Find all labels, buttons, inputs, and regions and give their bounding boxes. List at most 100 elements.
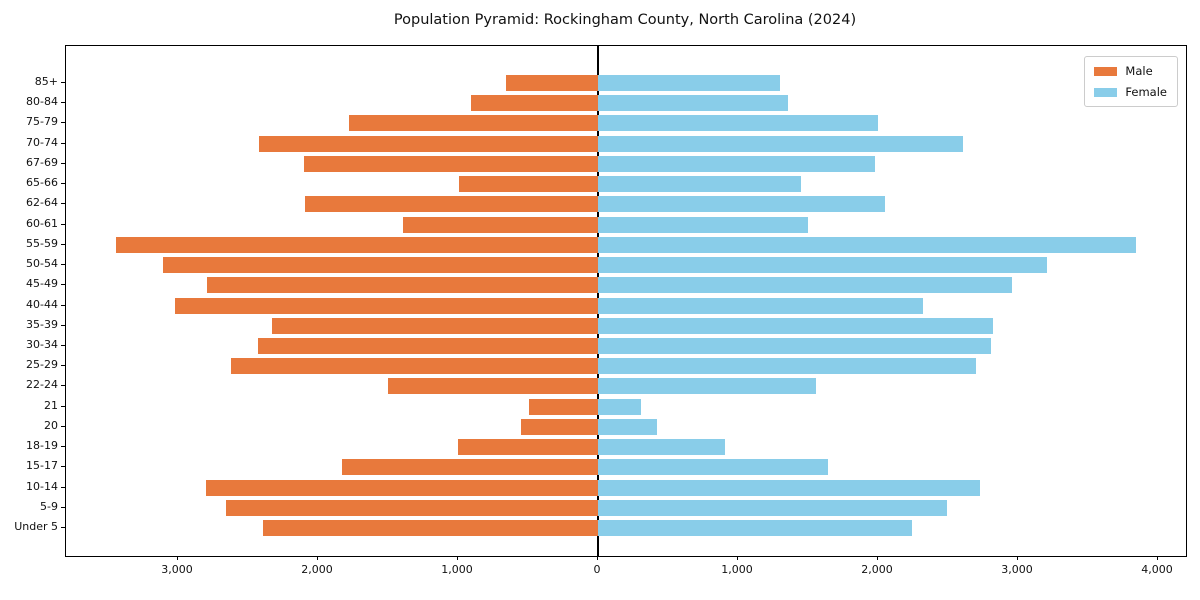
bar-male-40-44 — [175, 297, 598, 314]
y-tick-mark — [61, 183, 65, 185]
plot-area: Male Female — [65, 45, 1187, 557]
legend: Male Female — [1084, 56, 1178, 107]
legend-label-female: Female — [1125, 85, 1167, 99]
bar-female-85+ — [598, 75, 780, 91]
x-tick-label-3,000-6: 3,000 — [1001, 563, 1033, 576]
y-tick-label-80-84: 80-84 — [26, 95, 58, 109]
bar-male-25-29 — [231, 358, 598, 375]
x-tick-label-4,000-7: 4,000 — [1141, 563, 1173, 576]
bar-male-65-66 — [459, 176, 598, 193]
bar-male-55-59 — [116, 236, 598, 253]
legend-item-female: Female — [1094, 85, 1167, 99]
y-tick-mark — [61, 162, 65, 164]
bar-male-15-17 — [341, 459, 598, 476]
y-tick-mark — [61, 365, 65, 367]
legend-label-male: Male — [1125, 64, 1153, 78]
bar-female-18-19 — [598, 439, 726, 456]
y-tick-mark — [61, 243, 65, 245]
y-tick-label-10-14: 10-14 — [26, 479, 58, 493]
y-tick-label-21: 21 — [44, 398, 58, 412]
y-tick-label-20: 20 — [44, 418, 58, 432]
bar-male-62-64 — [305, 196, 598, 213]
y-tick-mark — [61, 506, 65, 508]
y-tick-label-65-66: 65-66 — [26, 176, 58, 190]
x-tick-label-0-3: 0 — [593, 563, 601, 576]
bar-male-10-14 — [206, 479, 598, 496]
y-tick-label-50-54: 50-54 — [26, 257, 58, 271]
bar-male-Under 5 — [263, 520, 598, 536]
bar-female-80-84 — [598, 95, 789, 112]
bar-male-70-74 — [259, 135, 598, 152]
bar-female-60-61 — [598, 216, 808, 233]
x-tick-label-2,000-5: 2,000 — [861, 563, 893, 576]
bar-male-67-69 — [304, 155, 598, 172]
bar-female-65-66 — [598, 176, 801, 193]
y-tick-label-60-61: 60-61 — [26, 216, 58, 230]
y-tick-mark — [61, 142, 65, 144]
x-tick-mark — [177, 556, 178, 560]
y-tick-mark — [61, 304, 65, 306]
x-tick-mark — [1157, 556, 1158, 560]
y-tick-mark — [61, 527, 65, 528]
bar-female-10-14 — [598, 479, 981, 496]
y-tick-mark — [61, 466, 65, 468]
y-tick-label-75-79: 75-79 — [26, 115, 58, 129]
y-tick-mark — [61, 284, 65, 286]
y-tick-mark — [61, 425, 65, 427]
bar-male-5-9 — [225, 499, 598, 516]
bar-female-20 — [598, 418, 657, 435]
y-tick-mark — [61, 122, 65, 124]
x-tick-mark — [737, 556, 738, 560]
x-tick-label-1,000-4: 1,000 — [721, 563, 753, 576]
bar-male-60-61 — [403, 216, 598, 233]
y-tick-label-35-39: 35-39 — [26, 317, 58, 331]
y-tick-mark — [61, 486, 65, 488]
y-tick-label-40-44: 40-44 — [26, 297, 58, 311]
y-tick-mark — [61, 223, 65, 225]
y-tick-mark — [61, 385, 65, 387]
x-tick-mark — [457, 556, 458, 560]
bar-female-40-44 — [598, 297, 923, 314]
y-tick-mark — [61, 264, 65, 266]
legend-item-male: Male — [1094, 64, 1167, 78]
x-tick-label-3,000-0: 3,000 — [161, 563, 193, 576]
bar-female-22-24 — [598, 378, 817, 395]
bar-female-50-54 — [598, 257, 1048, 274]
y-tick-mark — [61, 405, 65, 407]
bar-male-85+ — [505, 75, 598, 91]
y-tick-label-25-29: 25-29 — [26, 358, 58, 372]
bar-female-75-79 — [598, 115, 878, 132]
male-swatch-icon — [1094, 66, 1118, 76]
y-tick-label-15-17: 15-17 — [26, 459, 58, 473]
bar-female-62-64 — [598, 196, 885, 213]
x-tick-label-2,000-1: 2,000 — [301, 563, 333, 576]
bar-female-70-74 — [598, 135, 964, 152]
y-tick-mark — [61, 344, 65, 346]
x-tick-mark — [877, 556, 878, 560]
bar-male-35-39 — [271, 317, 598, 334]
bar-male-50-54 — [162, 257, 598, 274]
y-tick-label-55-59: 55-59 — [26, 236, 58, 250]
bar-female-35-39 — [598, 317, 993, 334]
y-tick-label-45-49: 45-49 — [26, 277, 58, 291]
bar-male-75-79 — [348, 115, 598, 132]
bar-male-45-49 — [207, 277, 598, 294]
y-tick-mark — [61, 324, 65, 326]
y-tick-label-22-24: 22-24 — [26, 378, 58, 392]
bar-female-25-29 — [598, 358, 976, 375]
x-tick-mark — [1017, 556, 1018, 560]
bar-female-67-69 — [598, 155, 876, 172]
bar-female-15-17 — [598, 459, 828, 476]
chart-title: Population Pyramid: Rockingham County, N… — [393, 12, 857, 28]
bar-female-5-9 — [598, 499, 947, 516]
x-tick-mark — [317, 556, 318, 560]
bar-male-18-19 — [458, 439, 598, 456]
bar-female-21 — [598, 398, 642, 415]
bar-female-Under 5 — [598, 520, 912, 536]
bar-male-20 — [521, 418, 598, 435]
bar-male-80-84 — [470, 95, 598, 112]
female-swatch-icon — [1094, 87, 1118, 97]
bar-male-21 — [529, 398, 598, 415]
y-tick-label-18-19: 18-19 — [26, 439, 58, 453]
y-tick-label-62-64: 62-64 — [26, 196, 58, 210]
